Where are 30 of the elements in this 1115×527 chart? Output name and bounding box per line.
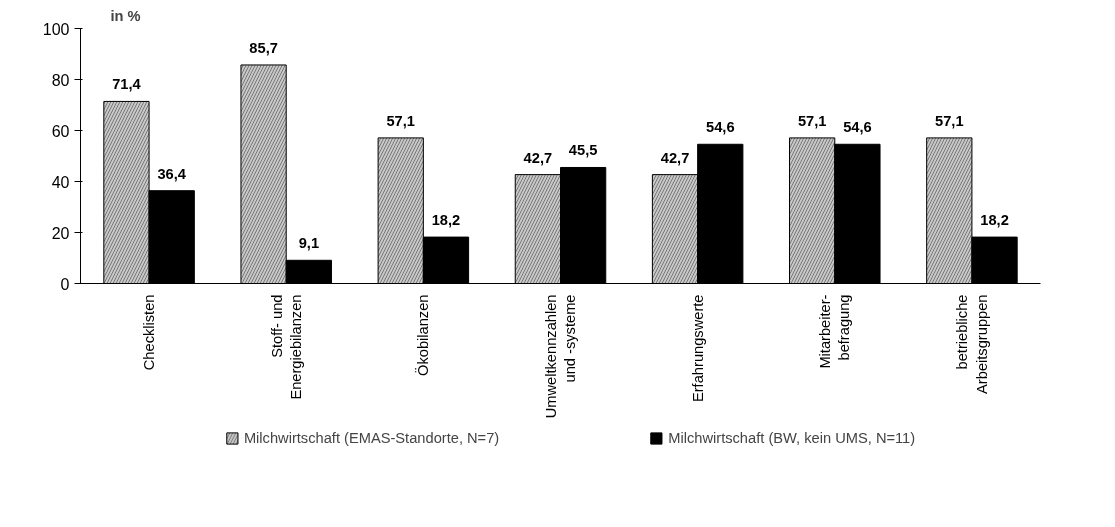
x-tick-label: betriebliche Arbeitsgruppen	[954, 294, 990, 394]
legend-label: Milchwirtschaft (BW, kein UMS, N=11)	[668, 430, 916, 446]
y-tick-label: 100	[42, 20, 70, 38]
y-tick-label: 0	[60, 275, 70, 293]
data-label: 9,1	[298, 235, 320, 252]
data-label: 36,4	[157, 165, 187, 182]
data-label: 18,2	[431, 212, 461, 229]
y-tick-label: 20	[51, 224, 70, 242]
x-tick-label: Umweltkennzahlen und -systeme	[542, 294, 579, 419]
x-tick-label: Checklisten	[141, 294, 158, 371]
data-label: 57,1	[797, 112, 827, 129]
data-label: 54,6	[843, 119, 872, 136]
legend-label: Milchwirtschaft (EMAS-Standorte, N=7)	[243, 430, 500, 446]
data-label: 42,7	[660, 149, 690, 166]
data-label: 45,5	[568, 142, 598, 159]
y-axis-title: in %	[110, 7, 141, 24]
y-tick-label: 40	[51, 173, 70, 191]
data-label: 42,7	[523, 149, 553, 166]
data-label: 18,2	[980, 212, 1009, 229]
data-label: 85,7	[249, 39, 278, 56]
x-tick-label: Mitarbeiter- befragung	[817, 294, 853, 369]
x-tick-label: Ökobilanzen	[414, 294, 432, 376]
y-tick-label: 60	[51, 122, 70, 140]
y-tick-label: 80	[51, 71, 70, 89]
data-label: 57,1	[386, 112, 415, 129]
data-label: 71,4	[112, 76, 142, 93]
data-label: 54,6	[706, 119, 735, 136]
data-label: 57,1	[935, 112, 964, 129]
x-tick-label: Stoff- und Energiebilanzen	[268, 294, 304, 400]
x-tick-label: Erfahrungswerte	[689, 294, 706, 403]
